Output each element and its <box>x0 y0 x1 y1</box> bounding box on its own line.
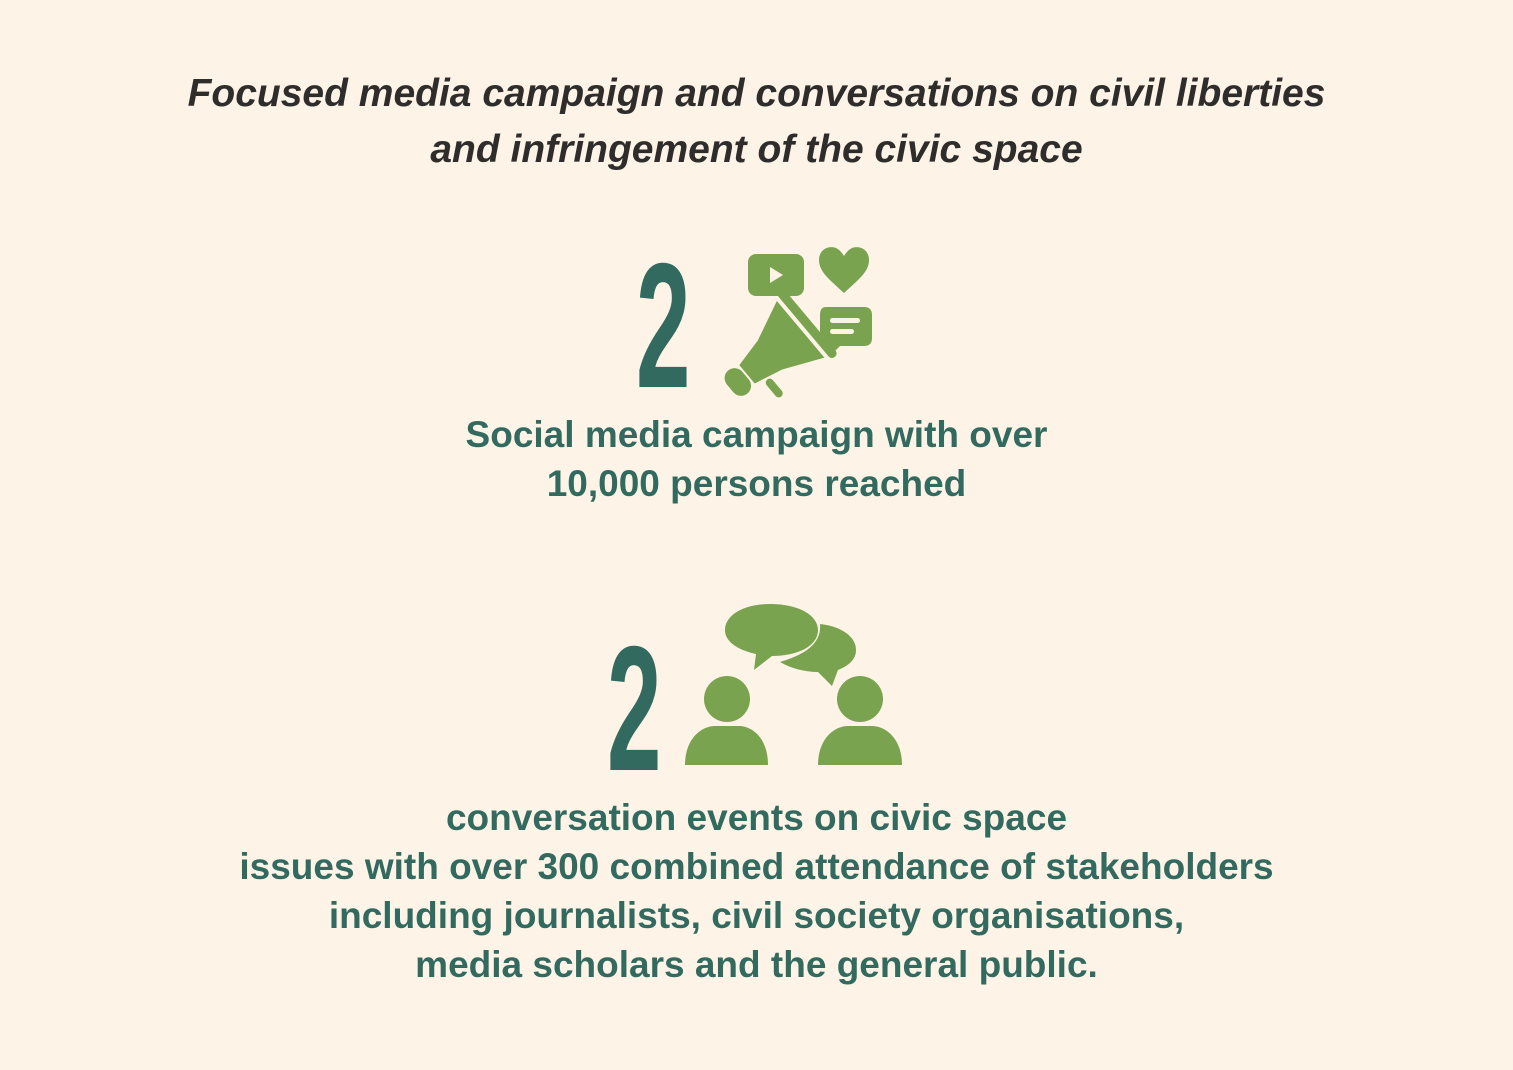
megaphone-icon <box>724 289 837 398</box>
desc-line: 10,000 persons reached <box>546 463 967 504</box>
people-conversation-icon <box>685 604 902 765</box>
desc-line: issues with over 300 combined attendance… <box>239 846 1274 887</box>
speech-bubble-left-icon <box>725 604 818 670</box>
person-left-body <box>685 726 768 765</box>
page-title: Focused media campaign and conversations… <box>0 66 1513 178</box>
desc-line: Social media campaign with over <box>465 414 1048 455</box>
stat-number-conversation-events: 2 <box>607 609 662 808</box>
desc-line: conversation events on civic space <box>445 797 1068 838</box>
title-line-1: Focused media campaign and conversations… <box>187 72 1326 115</box>
person-right-head <box>837 676 883 722</box>
person-right-body <box>818 726 902 765</box>
megaphone-social-media-icon <box>724 247 872 398</box>
stat-number-social-media: 2 <box>636 226 691 425</box>
heart-icon <box>819 247 869 293</box>
desc-line: media scholars and the general public. <box>415 944 1098 985</box>
person-left-head <box>704 676 750 722</box>
stat-description-conversation-events: conversation events on civic space issue… <box>0 793 1513 989</box>
speech-bubble-right-icon <box>780 624 856 686</box>
title-line-2: and infringement of the civic space <box>430 128 1083 171</box>
stat-description-social-media: Social media campaign with over 10,000 p… <box>0 410 1513 508</box>
desc-line: including journalists, civil society org… <box>328 895 1185 936</box>
